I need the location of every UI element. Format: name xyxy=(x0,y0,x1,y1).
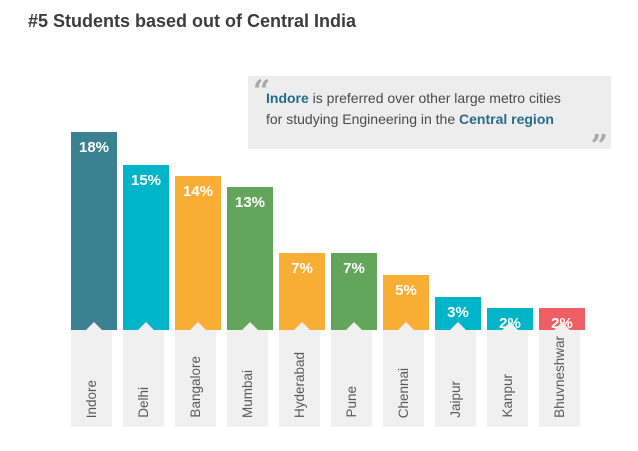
x-axis-label-box: Jaipur xyxy=(435,330,476,427)
bar-notch-icon xyxy=(86,322,102,330)
x-axis-label: Bhuvneshwar xyxy=(552,336,567,418)
quote-text: Indore is preferred over other large met… xyxy=(266,88,561,130)
bar-jaipur: 3% xyxy=(435,297,481,330)
page-title: #5 Students based out of Central India xyxy=(28,11,357,31)
x-axis-label: Jaipur xyxy=(448,381,463,418)
bar-column-bhuvneshwar: 2% Bhuvneshwar xyxy=(539,0,585,427)
x-axis-label-box: Chennai xyxy=(383,330,424,427)
bar-column-hyderabad: 7% Hyderabad xyxy=(279,0,325,427)
bar-bhuvneshwar: 2% xyxy=(539,308,585,332)
bar-column-kanpur: 2% Kanpur xyxy=(487,0,533,427)
bar-chennai: 5% xyxy=(383,275,429,330)
x-axis-label: Mumbai xyxy=(240,369,255,418)
bar-column-delhi: 15% Delhi xyxy=(123,0,169,427)
quote-highlight-region: Central region xyxy=(459,111,554,127)
bar-notch-icon xyxy=(190,322,206,330)
close-quote-icon: ” xyxy=(590,129,608,164)
bar-bangalore: 14% xyxy=(175,176,221,330)
quote-highlight-city: Indore xyxy=(266,90,309,106)
bar-delhi: 15% xyxy=(123,165,169,330)
x-axis-label: Bangalore xyxy=(188,356,203,418)
bar-hyderabad: 7% xyxy=(279,253,325,330)
bar-notch-icon xyxy=(502,322,518,330)
bar-notch-icon xyxy=(398,322,414,330)
bar-column-indore: 18% Indore xyxy=(71,0,117,427)
bar-value-label: 7% xyxy=(343,260,365,277)
bar-column-chennai: 5% Chennai xyxy=(383,0,429,427)
bar-column-pune: 7% Pune xyxy=(331,0,377,427)
x-axis-label: Indore xyxy=(84,379,99,418)
x-axis-label-box: Kanpur xyxy=(487,330,528,427)
x-axis-label: Delhi xyxy=(136,387,151,418)
bar-notch-icon xyxy=(346,322,362,330)
bar-notch-icon xyxy=(294,322,310,330)
bar-mumbai: 13% xyxy=(227,187,273,330)
x-axis-label: Kanpur xyxy=(500,374,515,418)
bar-value-label: 18% xyxy=(78,139,110,156)
bar-column-mumbai: 13% Mumbai xyxy=(227,0,273,427)
x-axis-label-box: Bhuvneshwar xyxy=(539,330,580,427)
x-axis-label-box: Delhi xyxy=(123,330,164,427)
open-quote-icon: “ xyxy=(253,74,270,109)
x-axis-label-box: Hyderabad xyxy=(279,330,320,427)
bar-value-label: 5% xyxy=(395,282,417,299)
bar-column-jaipur: 3% Jaipur xyxy=(435,0,481,427)
x-axis-label: Hyderabad xyxy=(292,351,307,418)
x-axis-label: Chennai xyxy=(396,367,411,418)
bar-value-label: 15% xyxy=(130,172,162,189)
bar-value-label: 13% xyxy=(234,194,266,211)
bar-notch-icon xyxy=(138,322,154,330)
bar-indore: 18% xyxy=(71,132,117,330)
bar-pune: 7% xyxy=(331,253,377,330)
bar-value-label: 14% xyxy=(182,183,214,200)
bar-notch-icon xyxy=(554,322,570,330)
quote-line1: is preferred over other large metro citi… xyxy=(308,90,561,106)
bar-column-bangalore: 14% Bangalore xyxy=(175,0,221,427)
bar-notch-icon xyxy=(242,322,258,330)
x-axis-label: Pune xyxy=(344,386,359,418)
x-axis-label-box: Pune xyxy=(331,330,372,427)
x-axis-label-box: Indore xyxy=(71,330,112,427)
x-axis-label-box: Bangalore xyxy=(175,330,216,427)
bar-kanpur: 2% xyxy=(487,308,533,332)
x-axis-label-box: Mumbai xyxy=(227,330,268,427)
bar-value-label: 3% xyxy=(447,304,469,321)
bar-value-label: 7% xyxy=(291,260,313,277)
bar-chart: 18% Indore 15% Delhi 14% Bangalore 13% Mumbai 7%… xyxy=(71,0,631,427)
quote-box: “ Indore is preferred over other large m… xyxy=(248,74,611,162)
bar-notch-icon xyxy=(450,322,466,330)
quote-line2: for studying Engineering in the xyxy=(266,111,460,127)
